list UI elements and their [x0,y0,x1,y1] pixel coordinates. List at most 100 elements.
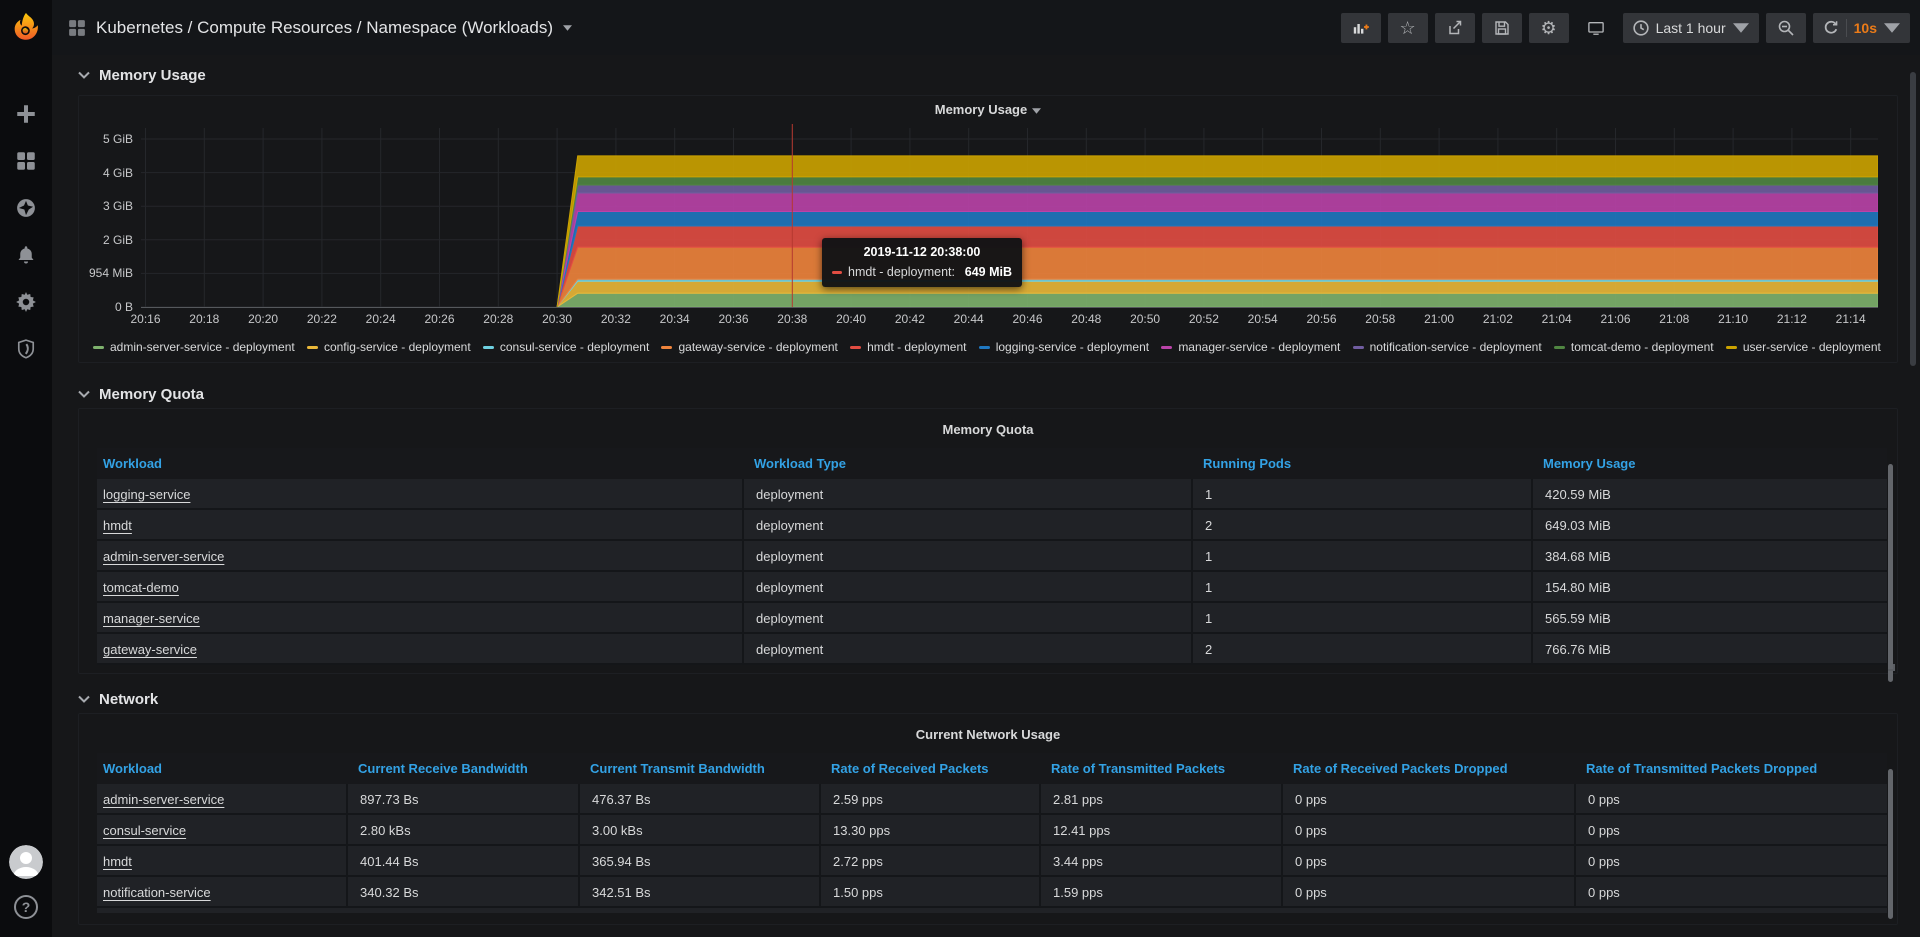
grid-icon [16,151,36,171]
table-cell: 649.03 MiB [1531,510,1887,539]
dashboard-title-button[interactable]: Kubernetes / Compute Resources / Namespa… [68,18,572,38]
grafana-logo[interactable] [0,0,52,54]
column-header-memory-usage[interactable]: Memory Usage [1531,448,1887,479]
save-dashboard-button[interactable] [1482,13,1522,43]
legend-swatch [1353,346,1364,349]
workload-link[interactable]: hmdt [103,518,132,533]
table-scrollbar[interactable] [1888,769,1893,919]
page-scrollbar[interactable] [1910,72,1916,366]
memory-usage-panel: Memory Usage 5 GiB4 GiB3 GiB2 GiB954 MiB… [78,95,1898,363]
panel-title-network-usage[interactable]: Current Network Usage [79,727,1897,742]
legend-item[interactable]: gateway-service - deployment [661,340,837,354]
legend-item[interactable]: logging-service - deployment [979,340,1149,354]
column-header-workload-type[interactable]: Workload Type [742,448,1191,479]
table-cell: deployment [742,603,1191,632]
cycle-view-mode-button[interactable] [1576,13,1616,43]
section-label: Memory Usage [99,67,206,84]
grafana-flame-icon [9,10,43,44]
workload-link[interactable]: hmdt [103,854,132,869]
column-header-rate-of-transmitted-packets-dropped[interactable]: Rate of Transmitted Packets Dropped [1574,753,1887,784]
panel-title-memory-usage[interactable]: Memory Usage [79,102,1897,117]
sidebar-bottom: ? [0,845,52,919]
workload-link[interactable]: admin-server-service [103,549,224,564]
legend-swatch [307,346,318,349]
legend-item[interactable]: manager-service - deployment [1161,340,1340,354]
legend-label: gateway-service - deployment [678,340,837,354]
legend-item[interactable]: config-service - deployment [307,340,471,354]
user-avatar[interactable] [9,845,43,879]
column-header-running-pods[interactable]: Running Pods [1191,448,1531,479]
table-scrollbar[interactable] [1888,464,1893,682]
workload-link[interactable]: tomcat-demo [103,580,179,595]
dashboard-settings-button[interactable]: ⚙ [1529,13,1569,43]
legend-item[interactable]: hmdt - deployment [850,340,966,354]
table-cell: 3.44 pps [1039,846,1281,875]
workload-link[interactable]: manager-service [103,611,200,626]
alerting-icon[interactable] [15,244,37,266]
section-memory-quota[interactable]: Memory Quota [78,381,1898,407]
table-cell: 565.59 MiB [1531,603,1887,632]
workload-link[interactable]: logging-service [103,487,190,502]
legend-label: config-service - deployment [324,340,471,354]
legend-item[interactable]: tomcat-demo - deployment [1554,340,1714,354]
column-header-current-transmit-bandwidth[interactable]: Current Transmit Bandwidth [578,753,819,784]
workload-link[interactable]: admin-server-service [103,792,224,807]
table-cell: deployment [742,541,1191,570]
grafana-dashboard: ? Kubernetes / Compute Resources / Names… [0,0,1920,937]
divider [1846,19,1847,37]
column-header-rate-of-received-packets-dropped[interactable]: Rate of Received Packets Dropped [1281,753,1574,784]
legend-item[interactable]: admin-server-service - deployment [93,340,295,354]
memory-quota-panel: Memory Quota WorkloadWorkload TypeRunnin… [78,408,1898,674]
section-memory-usage[interactable]: Memory Usage [78,62,1898,88]
x-axis-tick: 20:30 [542,312,572,326]
refresh-picker[interactable]: 10s [1813,13,1910,43]
toolbar: ☆ ⚙ Last 1 hour 10s [1341,13,1910,43]
panel-title-memory-quota[interactable]: Memory Quota [79,422,1897,437]
table-row: consul-service2.80 kBs3.00 kBs13.30 pps1… [97,815,1887,846]
legend-swatch [483,346,494,349]
table-row: admin-server-servicedeployment1384.68 Mi… [97,541,1887,572]
workload-cell: logging-service [97,479,742,508]
zoom-out-time-button[interactable] [1766,13,1806,43]
help-icon[interactable]: ? [14,895,38,919]
star-dashboard-button[interactable]: ☆ [1388,13,1428,43]
table-cell: 0 pps [1281,877,1574,906]
panel-resize-handle[interactable] [1888,664,1895,671]
add-panel-icon [1353,20,1369,36]
create-icon[interactable] [15,103,37,125]
explore-icon[interactable] [15,197,37,219]
table-cell: 1 [1191,572,1531,601]
workload-link[interactable]: gateway-service [103,642,197,657]
table-cell: 0 pps [1574,815,1887,844]
legend-item[interactable]: user-service - deployment [1726,340,1881,354]
table-cell: 1 [1191,541,1531,570]
x-axis-tick: 20:16 [130,312,160,326]
table-cell: 1 [1191,603,1531,632]
workload-cell: tomcat-demo [97,572,742,601]
column-header-rate-of-received-packets[interactable]: Rate of Received Packets [819,753,1039,784]
column-header-current-receive-bandwidth[interactable]: Current Receive Bandwidth [346,753,578,784]
legend-swatch [1554,346,1565,349]
legend-item[interactable]: notification-service - deployment [1353,340,1542,354]
workload-cell: admin-server-service [97,784,346,813]
table-cell: 0 pps [1574,877,1887,906]
add-panel-button[interactable] [1341,13,1381,43]
server-admin-icon[interactable] [15,338,37,360]
legend-item[interactable]: consul-service - deployment [483,340,649,354]
column-header-rate-of-transmitted-packets[interactable]: Rate of Transmitted Packets [1039,753,1281,784]
workload-link[interactable]: notification-service [103,885,211,900]
section-network[interactable]: Network [78,686,1898,712]
dashboards-icon[interactable] [15,150,37,172]
x-axis-tick: 20:20 [248,312,278,326]
column-header-workload[interactable]: Workload [97,448,742,479]
configuration-icon[interactable] [15,291,37,313]
table-row: hmdtdeployment2649.03 MiB [97,510,1887,541]
workload-link[interactable]: consul-service [103,823,186,838]
column-header-workload[interactable]: Workload [97,753,346,784]
table-cell: 897.73 Bs [346,784,578,813]
area-series [557,293,1878,307]
time-range-picker[interactable]: Last 1 hour [1623,13,1759,43]
tooltip-timestamp: 2019-11-12 20:38:00 [832,245,1012,259]
compass-icon [16,198,36,218]
share-dashboard-button[interactable] [1435,13,1475,43]
